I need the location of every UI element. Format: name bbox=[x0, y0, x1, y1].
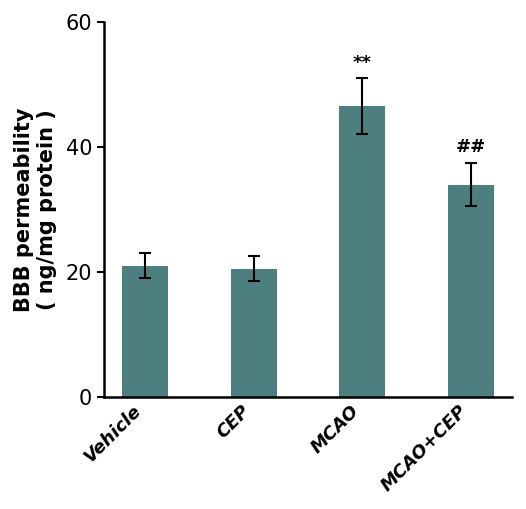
Y-axis label: BBB permeability
( ng/mg protein ): BBB permeability ( ng/mg protein ) bbox=[14, 107, 57, 312]
Text: ##: ## bbox=[456, 138, 486, 156]
Text: **: ** bbox=[353, 54, 372, 72]
Bar bbox=[339, 106, 385, 397]
Bar bbox=[231, 269, 277, 397]
Bar bbox=[448, 185, 493, 397]
Bar bbox=[123, 266, 168, 397]
